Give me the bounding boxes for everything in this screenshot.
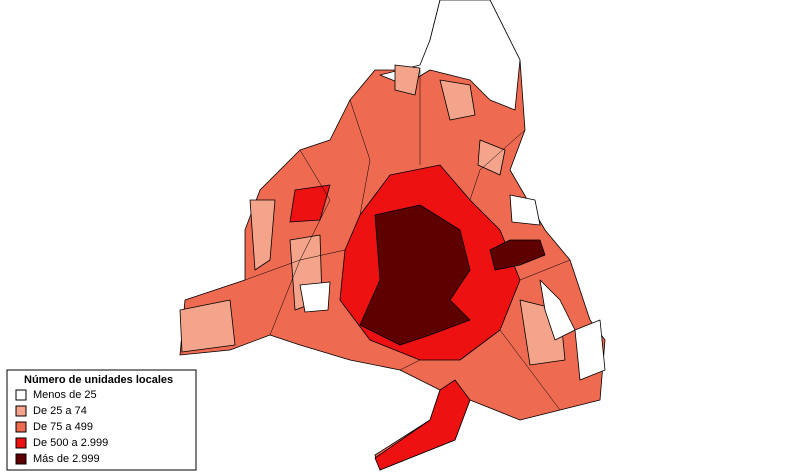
region bbox=[359, 204, 471, 346]
legend-label: De 75 a 499 bbox=[33, 421, 93, 433]
region bbox=[574, 319, 606, 381]
regions bbox=[179, 0, 606, 471]
region bbox=[489, 239, 546, 271]
region bbox=[179, 299, 236, 353]
legend-label: Más de 2.999 bbox=[33, 453, 100, 465]
region bbox=[374, 379, 471, 471]
legend-label: De 500 a 2.999 bbox=[33, 437, 108, 449]
region bbox=[299, 281, 331, 313]
municipal-borders bbox=[244, 70, 571, 411]
legend-label: Menos de 25 bbox=[33, 389, 97, 401]
legend-swatch bbox=[15, 405, 27, 417]
region bbox=[249, 199, 276, 271]
region bbox=[477, 139, 506, 176]
region bbox=[439, 79, 476, 121]
legend: Número de unidades locales Menos de 25 De… bbox=[6, 369, 197, 471]
region bbox=[539, 279, 576, 341]
legend-swatch bbox=[15, 437, 27, 449]
region bbox=[379, 0, 521, 111]
legend-label: De 25 a 74 bbox=[33, 405, 87, 417]
region bbox=[394, 64, 421, 96]
legend-title: Número de unidades locales bbox=[24, 374, 173, 386]
region bbox=[509, 194, 541, 226]
legend-swatch bbox=[15, 453, 27, 465]
legend-box bbox=[6, 369, 197, 471]
legend-swatch bbox=[15, 389, 27, 401]
legend-swatch bbox=[15, 421, 27, 433]
